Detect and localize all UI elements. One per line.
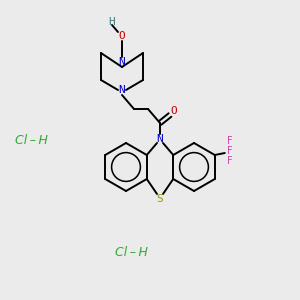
Text: Cl – H: Cl – H bbox=[15, 134, 48, 146]
Text: N: N bbox=[118, 85, 125, 95]
Text: Cl – H: Cl – H bbox=[115, 245, 148, 259]
Text: F: F bbox=[227, 156, 232, 166]
Text: N: N bbox=[118, 57, 125, 67]
Text: S: S bbox=[157, 194, 164, 204]
Text: F: F bbox=[227, 136, 232, 146]
Text: O: O bbox=[171, 106, 177, 116]
Text: H: H bbox=[109, 17, 116, 27]
Text: F: F bbox=[227, 146, 232, 156]
Text: O: O bbox=[118, 31, 125, 41]
Text: N: N bbox=[157, 134, 164, 144]
